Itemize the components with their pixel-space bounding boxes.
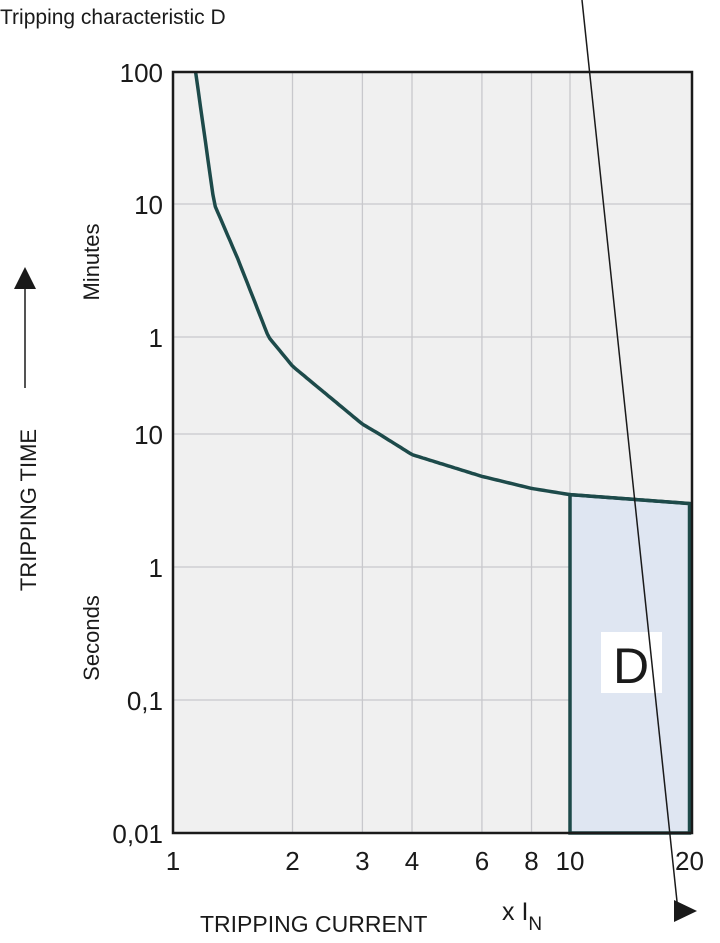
x-tick-label: 8 [524, 846, 538, 876]
y-axis-label: TRIPPING TIME [16, 429, 41, 591]
x-axis-arrow-line [581, 0, 679, 912]
region-d: D [568, 492, 692, 835]
x-tick-label: 4 [405, 846, 419, 876]
x-tick-labels: 1 2 3 4 6 8 10 20 [166, 846, 704, 876]
y-tick-label: 0,01 [112, 819, 163, 849]
y-tick-label: 100 [120, 58, 163, 88]
tripping-curve [193, 71, 690, 506]
y-tick-label: 0,1 [127, 686, 163, 716]
y-tick-label: 1 [149, 323, 163, 353]
x-tick-label: 10 [556, 846, 585, 876]
x-axis-arrow-icon [674, 900, 697, 922]
region-label: D [613, 638, 649, 694]
x-tick-label: 6 [475, 846, 489, 876]
plot-frame [171, 70, 694, 835]
y-unit-seconds: Seconds [79, 595, 104, 681]
chart-title: Tripping characteristic D [0, 6, 226, 29]
x-tick-label: 1 [166, 846, 180, 876]
y-tick-label: 1 [149, 553, 163, 583]
y-axis-arrow-icon [14, 267, 36, 289]
y-tick-label: 10 [134, 190, 163, 220]
y-unit-minutes: Minutes [79, 223, 104, 300]
y-tick-labels: 100 10 1 10 1 0,1 0,01 [112, 58, 163, 849]
x-tick-label: 20 [675, 846, 704, 876]
x-tick-label: 3 [355, 846, 369, 876]
x-unit-label: x IN [502, 898, 542, 935]
x-axis-label: TRIPPING CURRENT [200, 911, 427, 937]
x-tick-label: 2 [285, 846, 299, 876]
y-tick-label: 10 [134, 420, 163, 450]
